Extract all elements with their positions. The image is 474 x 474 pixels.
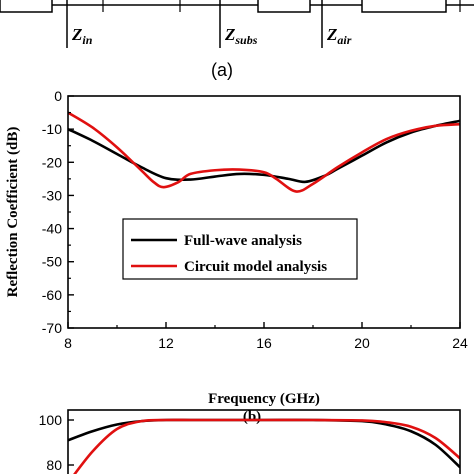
x-tick-label: 20 bbox=[354, 335, 370, 351]
chart-b-ticks: 8 12 16 20 24 0 -10 -20 -30 -40 -50 -60 -70 bbox=[42, 88, 468, 351]
y-tick-label: -70 bbox=[42, 320, 62, 336]
chart-c-series-line-0 bbox=[68, 418, 460, 469]
chart-b-frame bbox=[67, 95, 461, 329]
chart-b-series bbox=[68, 111, 460, 193]
chart-c-ticks: 100 80 bbox=[39, 412, 74, 473]
chart-b-legend: Full-wave analysis Circuit model analysi… bbox=[122, 218, 358, 280]
y-tick-label: -60 bbox=[42, 287, 62, 303]
y-tick-label: -50 bbox=[42, 254, 62, 270]
chart-c-series-line-1 bbox=[73, 418, 460, 474]
x-tick-label: 8 bbox=[64, 335, 72, 351]
zin-label: Zin bbox=[71, 25, 93, 47]
legend-label-circuit: Circuit model analysis bbox=[184, 259, 327, 275]
legend-label-full-wave: Full-wave analysis bbox=[184, 233, 302, 249]
chart-b: 8 12 16 20 24 0 -10 -20 -30 -40 -50 -60 -70 Frequenc… bbox=[5, 88, 468, 425]
x-tick-label: 12 bbox=[158, 335, 174, 351]
chart-c-y-tick-label: 80 bbox=[46, 457, 62, 473]
y-tick-label: 0 bbox=[54, 88, 62, 104]
legend-box bbox=[122, 218, 358, 280]
series-line-full-wave bbox=[68, 119, 460, 184]
chart-b-ylabel: Reflection Coefficient (dB) bbox=[5, 127, 21, 298]
chart-b-xlabel: Frequency (GHz) bbox=[208, 391, 320, 407]
caption-a: (a) bbox=[211, 60, 233, 80]
zair-label: Zair bbox=[326, 25, 352, 47]
zsubs-label: Zsubs bbox=[224, 25, 258, 47]
y-tick-label: -10 bbox=[42, 121, 62, 137]
series-line-circuit-model bbox=[68, 111, 460, 193]
y-tick-label: -20 bbox=[42, 154, 62, 170]
x-tick-label: 24 bbox=[452, 335, 468, 351]
chart-c: 100 80 bbox=[39, 409, 461, 474]
y-tick-label: -30 bbox=[42, 187, 62, 203]
lumped-element bbox=[0, 0, 53, 13]
chart-c-frame bbox=[67, 409, 461, 474]
y-tick-label: -40 bbox=[42, 221, 62, 237]
x-tick-label: 16 bbox=[256, 335, 272, 351]
air-element bbox=[361, 0, 447, 13]
substrate-element bbox=[257, 0, 311, 13]
chart-c-series bbox=[68, 418, 460, 474]
caption-b: (b) bbox=[243, 409, 261, 425]
chart-c-y-tick-label: 100 bbox=[39, 412, 63, 428]
circuit-schematic: Zin Zsubs Zair (a) bbox=[0, 0, 474, 80]
